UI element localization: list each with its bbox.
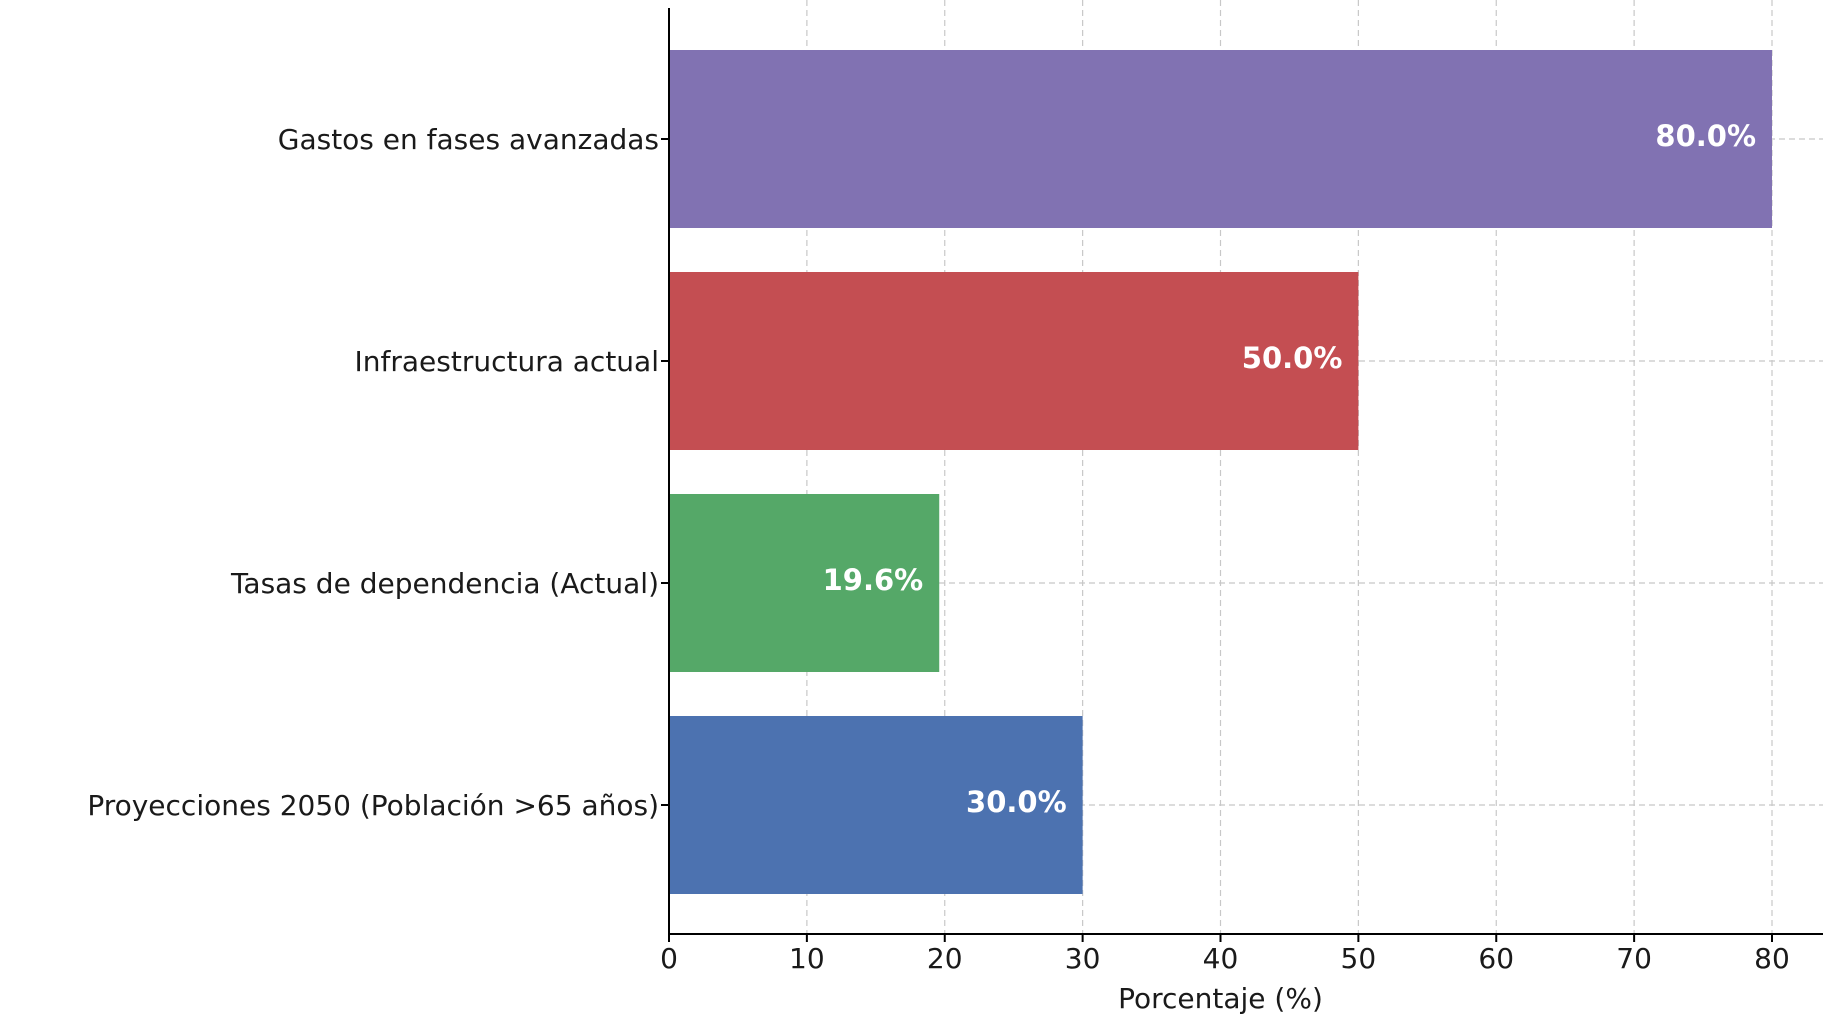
category-labels: Gastos en fases avanzadas Infraestructura…	[87, 123, 669, 822]
bar	[669, 50, 1772, 228]
x-tick-label: 10	[789, 942, 825, 975]
category-label: Proyecciones 2050 (Población >65 años)	[87, 789, 659, 822]
x-tick-label: 20	[927, 942, 963, 975]
x-tick-label: 60	[1478, 942, 1514, 975]
bar-value-label: 80.0%	[1655, 119, 1756, 153]
x-tick-label: 80	[1754, 942, 1790, 975]
category-label: Infraestructura actual	[355, 345, 660, 378]
bar	[669, 494, 940, 672]
bar-value-label: 30.0%	[966, 785, 1067, 819]
x-tick-label: 50	[1341, 942, 1377, 975]
axes	[668, 8, 1823, 935]
x-tick-label: 30	[1065, 942, 1101, 975]
bar	[669, 272, 1359, 450]
x-axis-title: Porcentaje (%)	[1118, 982, 1323, 1015]
x-tick-label: 0	[660, 942, 678, 975]
bars	[669, 50, 1772, 894]
bar	[669, 716, 1083, 894]
category-label: Gastos en fases avanzadas	[278, 123, 659, 156]
bar-value-label: 50.0%	[1242, 341, 1343, 375]
bar-value-label: 19.6%	[823, 563, 924, 597]
value-labels: 80.0% 50.0% 19.6% 30.0%	[823, 119, 1756, 819]
x-tick-label: 40	[1203, 942, 1239, 975]
x-tick-label: 70	[1616, 942, 1652, 975]
x-tick-labels: 0 10 20 30 40 50 60 70 80	[660, 934, 1790, 975]
category-label: Tasas de dependencia (Actual)	[230, 567, 659, 600]
